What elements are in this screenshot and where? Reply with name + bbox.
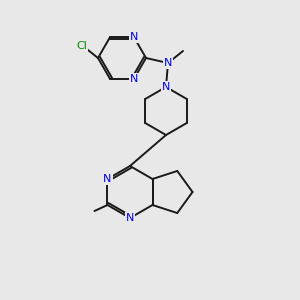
- Text: N: N: [103, 174, 112, 184]
- Text: N: N: [130, 32, 138, 42]
- Text: Cl: Cl: [76, 41, 87, 51]
- Text: N: N: [126, 213, 134, 223]
- Text: N: N: [162, 82, 170, 92]
- Text: N: N: [130, 74, 138, 84]
- Text: N: N: [164, 58, 172, 68]
